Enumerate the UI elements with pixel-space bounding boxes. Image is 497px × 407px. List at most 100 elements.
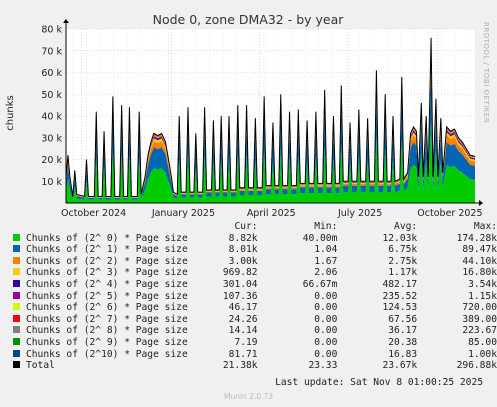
legend-value-max: 174.28k bbox=[456, 232, 497, 244]
legend-series: Total bbox=[10, 360, 188, 372]
legend-value-cur: 21.38k bbox=[222, 360, 258, 372]
legend-value-avg: 6.75k bbox=[388, 244, 418, 256]
legend-value-max: 85.00 bbox=[468, 336, 497, 348]
legend-swatch bbox=[13, 361, 20, 369]
y-tick-label: 10 k bbox=[41, 177, 62, 188]
y-axis-arrow bbox=[63, 19, 69, 23]
y-tick-label: 50 k bbox=[41, 90, 62, 101]
legend-value-avg: 12.03k bbox=[382, 232, 418, 244]
legend-value-cur: 3.00k bbox=[228, 255, 258, 267]
munin-version: Munin 2.0.73 bbox=[223, 392, 274, 401]
legend-value-cur: 107.36 bbox=[222, 290, 258, 302]
legend-value-cur: 8.82k bbox=[228, 232, 258, 244]
legend-value-cur: 8.01k bbox=[228, 244, 258, 256]
legend-value-min: 0.00 bbox=[314, 348, 338, 360]
legend-value-avg: 482.17 bbox=[382, 278, 418, 290]
legend-row: Chunks of (2^ 8) * Page size 14.14 0.00 36.… bbox=[10, 325, 497, 337]
legend-swatch bbox=[13, 268, 20, 276]
series-area-1 bbox=[66, 70, 475, 200]
legend-value-max: 3.54k bbox=[468, 278, 497, 290]
legend-row: Chunks of (2^ 1) * Page size 8.01k 1.04 6.7… bbox=[10, 244, 497, 256]
legend-value-max: 296.88k bbox=[456, 360, 497, 372]
x-tick-label: January 2025 bbox=[151, 208, 215, 219]
legend-value-min: 1.04 bbox=[314, 244, 338, 256]
legend-value-min: 0.00 bbox=[314, 290, 338, 302]
legend-value-max: 1.00k bbox=[468, 348, 497, 360]
legend-series: Chunks of (2^ 8) * Page size bbox=[10, 325, 188, 337]
legend-swatch bbox=[13, 279, 20, 287]
legend-value-avg: 16.83 bbox=[388, 348, 418, 360]
legend-col-min: Min: bbox=[314, 221, 338, 232]
legend-series-name: Chunks of (2^ 0) * Page size bbox=[26, 232, 188, 244]
legend-value-cur: 14.14 bbox=[228, 325, 258, 337]
legend-value-min: 66.67m bbox=[302, 278, 338, 290]
legend-swatch bbox=[13, 245, 20, 253]
legend-value-cur: 24.26 bbox=[228, 313, 258, 325]
legend-series-name: Chunks of (2^ 2) * Page size bbox=[26, 255, 188, 267]
legend-series-name: Chunks of (2^ 5) * Page size bbox=[26, 290, 188, 302]
legend-series: Chunks of (2^ 0) * Page size bbox=[10, 233, 188, 245]
legend-row: Chunks of (2^ 9) * Page size 7.19 0.00 20.3… bbox=[10, 337, 497, 349]
legend-series-name: Chunks of (2^ 1) * Page size bbox=[26, 244, 188, 256]
legend-series: Chunks of (2^ 7) * Page size bbox=[10, 314, 188, 326]
legend-series-name: Chunks of (2^ 8) * Page size bbox=[26, 325, 188, 337]
series-line-total bbox=[65, 37, 476, 198]
legend: Cur: Min: Avg: Max: Chunks of (2^ 0) * P… bbox=[10, 221, 497, 372]
legend-row: Chunks of (2^ 2) * Page size 3.00k 1.67 2.7… bbox=[10, 256, 497, 268]
chart-title: Node 0, zone DMA32 - by year bbox=[153, 12, 345, 27]
legend-row: Chunks of (2^ 3) * Page size 969.82 2.06 1.… bbox=[10, 267, 497, 279]
legend-value-avg: 20.38 bbox=[388, 336, 418, 348]
legend-value-avg: 23.67k bbox=[382, 360, 418, 372]
y-axis-label: chunks bbox=[5, 95, 16, 131]
legend-value-avg: 36.17 bbox=[388, 325, 418, 337]
legend-value-avg: 124.53 bbox=[382, 302, 418, 314]
legend-series-name: Chunks of (2^ 7) * Page size bbox=[26, 313, 188, 325]
legend-series-name: Total bbox=[26, 360, 55, 372]
legend-row: Chunks of (2^ 0) * Page size 8.82k 40.00m 1… bbox=[10, 233, 497, 245]
last-update: Last update: Sat Nov 8 01:00:25 2025 bbox=[275, 377, 483, 388]
x-axis-arrow bbox=[479, 200, 483, 206]
series-area-0 bbox=[66, 120, 475, 203]
y-tick-label: 60 k bbox=[41, 68, 62, 79]
legend-series-name: Chunks of (2^ 3) * Page size bbox=[26, 267, 188, 279]
legend-series-name: Chunks of (2^ 4) * Page size bbox=[26, 278, 188, 290]
legend-value-max: 223.67 bbox=[462, 325, 497, 337]
legend-swatch bbox=[13, 314, 20, 322]
legend-swatch bbox=[13, 291, 20, 299]
legend-series: Chunks of (2^ 5) * Page size bbox=[10, 291, 188, 303]
legend-value-max: 1.15k bbox=[468, 290, 497, 302]
y-tick-label: 30 k bbox=[41, 133, 62, 144]
legend-value-avg: 2.75k bbox=[388, 255, 418, 267]
legend-value-min: 0.00 bbox=[314, 313, 338, 325]
legend-value-min: 0.00 bbox=[314, 325, 338, 337]
legend-series-name: Chunks of (2^ 9) * Page size bbox=[26, 336, 188, 348]
legend-value-avg: 67.56 bbox=[388, 313, 418, 325]
legend-series-name: Chunks of (2^ 6) * Page size bbox=[26, 302, 188, 314]
legend-value-cur: 7.19 bbox=[234, 336, 258, 348]
legend-value-min: 40.00m bbox=[302, 232, 338, 244]
legend-value-avg: 235.52 bbox=[382, 290, 418, 302]
legend-swatch bbox=[13, 326, 20, 334]
legend-series: Chunks of (2^ 6) * Page size bbox=[10, 302, 188, 314]
y-tick-label: 20 k bbox=[41, 155, 62, 166]
legend-swatch bbox=[13, 337, 20, 345]
legend-row: Chunks of (2^ 6) * Page size 46.17 0.00 124… bbox=[10, 302, 497, 314]
legend-header-row: Cur: Min: Avg: Max: bbox=[10, 221, 497, 233]
y-tick-label: 40 k bbox=[41, 112, 62, 123]
legend-col-cur: Cur: bbox=[234, 221, 258, 232]
legend-series: Chunks of (2^ 9) * Page size bbox=[10, 337, 188, 349]
legend-series: Chunks of (2^ 1) * Page size bbox=[10, 244, 188, 256]
stacked-areas bbox=[66, 37, 475, 203]
legend-value-cur: 46.17 bbox=[228, 302, 258, 314]
legend-swatch bbox=[13, 233, 20, 241]
legend-value-min: 0.00 bbox=[314, 302, 338, 314]
legend-value-cur: 81.71 bbox=[228, 348, 258, 360]
legend-series: Chunks of (2^ 4) * Page size bbox=[10, 279, 188, 291]
chart: Node 0, zone DMA32 - by year chunks RRDT… bbox=[5, 12, 490, 219]
legend-row: Total 21.38k 23.33 23.67k 296.88k bbox=[10, 360, 497, 372]
legend-value-min: 23.33 bbox=[308, 360, 338, 372]
legend-value-max: 89.47k bbox=[462, 244, 497, 256]
legend-series: Chunks of (2^ 2) * Page size bbox=[10, 256, 188, 268]
legend-swatch bbox=[13, 349, 20, 357]
legend-col-max: Max: bbox=[473, 221, 497, 232]
